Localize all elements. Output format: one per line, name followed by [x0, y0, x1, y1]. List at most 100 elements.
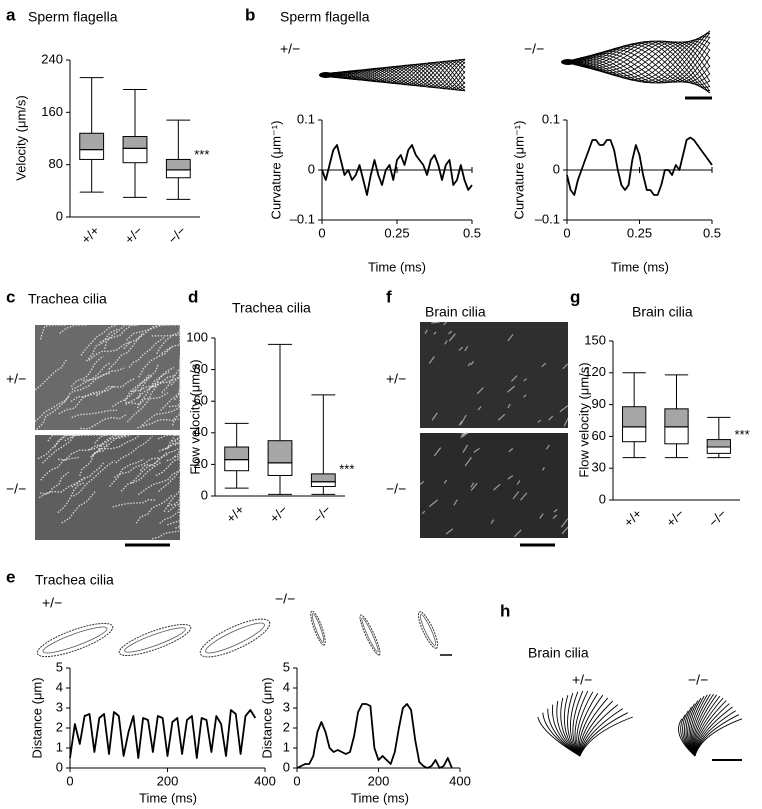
streak — [91, 434, 127, 457]
streak — [428, 499, 439, 508]
flagellum-trace — [329, 62, 466, 91]
streak — [443, 321, 447, 326]
box-upper — [122, 136, 148, 149]
box-upper — [310, 473, 336, 483]
y-tick-label: –0.1 — [290, 211, 315, 226]
genotype-label: +/− — [386, 371, 406, 387]
x-tick-label: +/+ — [223, 502, 247, 526]
streak — [155, 451, 181, 477]
box-upper — [79, 132, 105, 151]
y-tick-label: 0 — [56, 759, 63, 774]
streak — [562, 363, 569, 370]
streak — [68, 372, 112, 395]
genotype-label: +/− — [280, 41, 300, 57]
panel-title: Trachea cilia — [28, 291, 107, 307]
panel-label: f — [386, 287, 392, 306]
image-background — [35, 325, 180, 430]
y-tick-label: 30 — [592, 460, 606, 475]
streak — [166, 441, 181, 462]
y-tick-label: 60 — [194, 393, 208, 408]
sperm-head — [561, 59, 575, 65]
flagellum-trace — [571, 32, 711, 84]
x-tick-label: 400 — [449, 773, 471, 788]
streak — [467, 362, 472, 367]
y-tick-label: 40 — [194, 424, 208, 439]
flagellum-trace — [571, 40, 711, 92]
x-tick-label: 200 — [157, 773, 179, 788]
box-upper — [224, 446, 250, 461]
streak — [419, 480, 425, 486]
streak — [460, 414, 467, 425]
flagellum-trace — [571, 40, 711, 88]
micrograph — [34, 324, 181, 430]
streak — [424, 329, 428, 334]
streak — [36, 395, 70, 430]
y-tick-label: 0 — [553, 161, 560, 176]
streak — [464, 456, 472, 467]
y-tick-label: 0 — [308, 161, 315, 176]
streak — [128, 337, 165, 368]
streak — [136, 371, 170, 409]
panel-label: d — [188, 287, 198, 306]
streak — [421, 510, 426, 515]
y-tick-label: 0 — [283, 759, 290, 774]
box-lower — [79, 149, 105, 160]
flagellum-trace — [571, 30, 711, 84]
x-tick-label: −/− — [310, 502, 334, 526]
y-tick-label: 1 — [283, 739, 290, 754]
flagellum-trace — [329, 63, 466, 90]
streak — [433, 447, 442, 457]
panel-title: Sperm flagella — [28, 9, 118, 25]
y-tick-label: 0 — [56, 208, 63, 223]
panel-title: Brain cilia — [632, 304, 693, 320]
x-tick-label: 0.25 — [627, 225, 652, 240]
x-tick-label: +/+ — [621, 506, 645, 530]
streak — [520, 492, 528, 501]
streak — [126, 380, 164, 423]
streak — [162, 435, 181, 451]
panel-title: Brain cilia — [528, 645, 589, 661]
box-lower — [706, 446, 731, 454]
streak — [460, 432, 466, 439]
flagellum-trace — [571, 41, 711, 75]
x-tick-label: +/− — [267, 502, 291, 526]
streak — [443, 479, 448, 484]
streak — [138, 469, 181, 496]
streak — [88, 434, 132, 451]
streak — [516, 480, 521, 485]
streak — [541, 467, 545, 471]
x-tick-label: 200 — [368, 773, 390, 788]
streak — [85, 328, 118, 362]
cilia-trajectory — [310, 610, 326, 646]
x-axis-label: Time (ms) — [611, 259, 669, 274]
image-background — [35, 435, 180, 540]
streak — [511, 375, 518, 382]
streak — [156, 325, 181, 355]
flagellum-trace — [571, 40, 711, 94]
genotype-label: −/− — [688, 672, 708, 688]
streak — [545, 444, 550, 450]
streak — [167, 491, 181, 513]
streak — [37, 434, 78, 460]
streak — [70, 385, 116, 402]
streak — [507, 385, 515, 393]
cilia-trajectory — [361, 617, 379, 653]
x-tick-label: 0 — [293, 773, 300, 788]
y-tick-label: 0.1 — [297, 111, 315, 126]
streak — [431, 321, 440, 324]
y-tick-label: 1 — [56, 739, 63, 754]
y-tick-label: 5 — [56, 659, 63, 674]
genotype-label: −/− — [275, 591, 295, 607]
cilium-trace — [694, 718, 743, 757]
streak — [490, 519, 495, 524]
box-upper — [706, 439, 731, 448]
streak — [507, 403, 511, 409]
streak — [90, 434, 125, 458]
cilia-trajectory — [199, 618, 271, 658]
streak — [507, 334, 514, 342]
y-tick-label: 100 — [186, 329, 208, 344]
streak — [448, 333, 456, 342]
streak — [115, 435, 153, 464]
streak — [125, 392, 169, 405]
streak — [88, 340, 132, 361]
